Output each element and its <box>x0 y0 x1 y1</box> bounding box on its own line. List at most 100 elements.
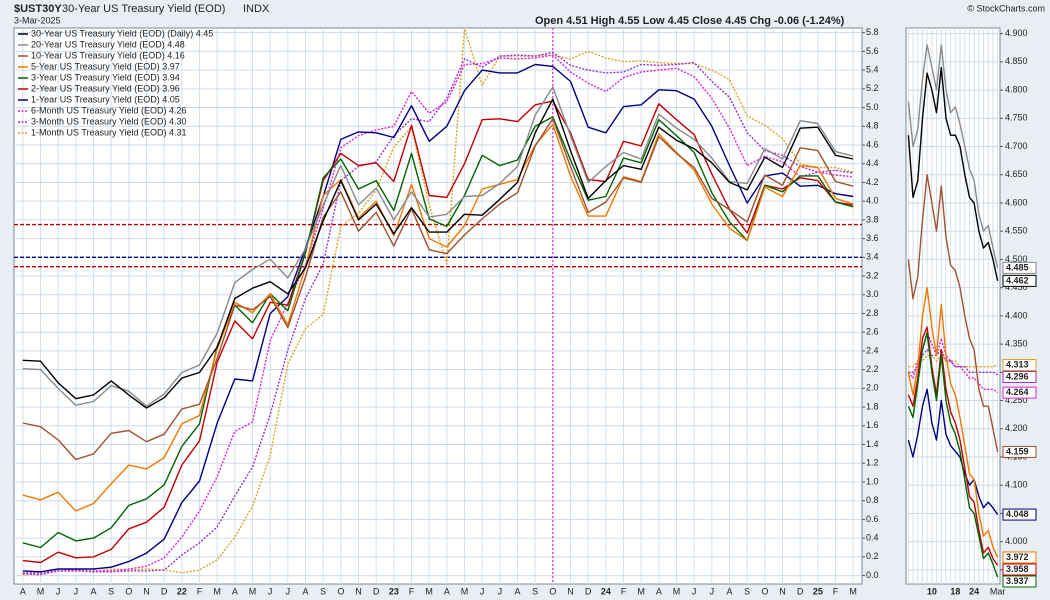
y-tick-label: 0.0 <box>866 570 879 580</box>
y-tick-label: 5.6 <box>866 46 879 56</box>
series-line <box>907 44 999 269</box>
x-tick-label: A <box>232 586 238 596</box>
y-tick-label: 4.400 <box>1005 310 1028 320</box>
value-tag <box>1002 261 1037 274</box>
x-tick-label: O <box>761 586 768 596</box>
x-tick-label: S <box>744 586 750 596</box>
y-tick-label: 1.0 <box>866 476 879 486</box>
x-tick-label: S <box>532 586 538 596</box>
x-tick-label: N <box>355 586 362 596</box>
series-line <box>22 123 854 512</box>
value-tag <box>1002 386 1037 399</box>
x-tick-label: M <box>425 586 433 596</box>
x-tick-label: 24 <box>969 586 979 596</box>
x-tick-label: A <box>302 586 308 596</box>
series-line <box>22 86 854 407</box>
value-tag-label: 4.264 <box>1006 387 1029 397</box>
value-tag <box>1002 274 1037 287</box>
x-tick-label: Mar <box>990 586 1006 596</box>
x-tick-label: F <box>197 586 203 596</box>
x-tick-label: 18 <box>950 586 960 596</box>
y-tick-label: 2.8 <box>866 308 879 318</box>
series-line <box>907 174 999 453</box>
series-line <box>22 28 854 576</box>
y-tick-label: 5.4 <box>866 64 879 74</box>
y-tick-label: 4.0 <box>866 196 879 206</box>
legend-label: 5-Year US Treasury Yield (EOD) 3.97 <box>31 61 180 71</box>
legend-label: 30-Year US Treasury Yield (EOD) (Daily) … <box>31 28 213 38</box>
y-tick-label: 0.8 <box>866 495 879 505</box>
series-line <box>22 100 854 564</box>
x-tick-label: J <box>56 586 61 596</box>
series-line <box>907 287 999 558</box>
series-line <box>908 354 998 368</box>
legend-label: 3-Month US Treasury Yield (EOD) 4.30 <box>31 116 187 126</box>
x-tick-label: S <box>108 586 114 596</box>
value-tag-label: 3.958 <box>1006 564 1029 574</box>
x-tick-label: 25 <box>813 586 823 596</box>
y-tick-label: 1.8 <box>866 401 879 411</box>
y-tick-label: 4.600 <box>1005 197 1028 207</box>
y-tick-label: 4.4 <box>866 158 879 168</box>
x-tick-label: A <box>20 586 26 596</box>
x-tick-label: M <box>461 586 469 596</box>
legend-label: 3-Year US Treasury Yield (EOD) 3.94 <box>31 72 180 82</box>
y-tick-label: 2.0 <box>866 383 879 393</box>
x-tick-label: F <box>621 586 627 596</box>
y-tick-label: 3.0 <box>866 289 879 299</box>
x-tick-label: D <box>797 586 804 596</box>
y-tick-label: 4.100 <box>1005 480 1028 490</box>
x-tick-label: J <box>710 586 715 596</box>
x-tick-label: N <box>143 586 150 596</box>
legend-label: 2-Year US Treasury Yield (EOD) 3.96 <box>31 83 180 93</box>
y-tick-label: 3.6 <box>866 233 879 243</box>
symbol: $UST30Y <box>14 3 62 15</box>
series-line <box>22 98 854 409</box>
y-tick-label: 2.6 <box>866 327 879 337</box>
x-tick-label: O <box>125 586 132 596</box>
legend-label: 6-Month US Treasury Yield (EOD) 4.26 <box>31 105 187 115</box>
value-tag-label: 4.159 <box>1006 446 1029 456</box>
value-tag <box>1002 358 1037 371</box>
series-line <box>907 326 999 566</box>
x-tick-label: M <box>849 586 857 596</box>
value-tag <box>1002 563 1037 576</box>
y-tick-label: 4.750 <box>1005 113 1028 123</box>
x-tick-label: 23 <box>389 586 399 596</box>
y-tick-label: 2.2 <box>866 364 879 374</box>
x-tick-label: 22 <box>177 586 187 596</box>
series-line <box>22 54 854 574</box>
instrument-name: 30-Year US Treasury Yield (EOD) <box>62 3 225 15</box>
y-tick-label: 0.2 <box>866 551 879 561</box>
value-tag <box>1002 370 1037 383</box>
series-line <box>22 116 854 549</box>
y-tick-label: 4.800 <box>1005 84 1028 94</box>
series-line <box>907 332 999 578</box>
x-tick-label: F <box>409 586 415 596</box>
y-tick-label: 4.8 <box>866 121 879 131</box>
y-tick-label: 3.4 <box>866 252 879 262</box>
x-tick-label: S <box>320 586 326 596</box>
series-line <box>907 66 999 282</box>
y-tick-label: 0.4 <box>866 533 879 543</box>
quote: Open 4.51 High 4.55 Low 4.45 Close 4.45 … <box>535 15 845 27</box>
y-tick-label: 1.6 <box>866 420 879 430</box>
x-tick-label: M <box>673 586 681 596</box>
value-tag <box>1002 508 1037 521</box>
value-tag-label: 3.972 <box>1006 552 1029 562</box>
x-tick-label: M <box>249 586 257 596</box>
series-line <box>22 51 854 576</box>
y-tick-label: 4.250 <box>1005 395 1028 405</box>
y-tick-label: 4.700 <box>1005 141 1028 151</box>
x-tick-label: N <box>567 586 574 596</box>
x-tick-label: J <box>286 586 291 596</box>
x-tick-label: M <box>37 586 45 596</box>
y-tick-label: 4.450 <box>1005 282 1028 292</box>
x-tick-label: F <box>833 586 839 596</box>
x-tick-label: J <box>268 586 273 596</box>
x-tick-label: O <box>549 586 556 596</box>
y-tick-label: 4.850 <box>1005 56 1028 66</box>
date: 3-Mar-2025 <box>14 15 61 25</box>
y-tick-label: 1.4 <box>866 439 879 449</box>
